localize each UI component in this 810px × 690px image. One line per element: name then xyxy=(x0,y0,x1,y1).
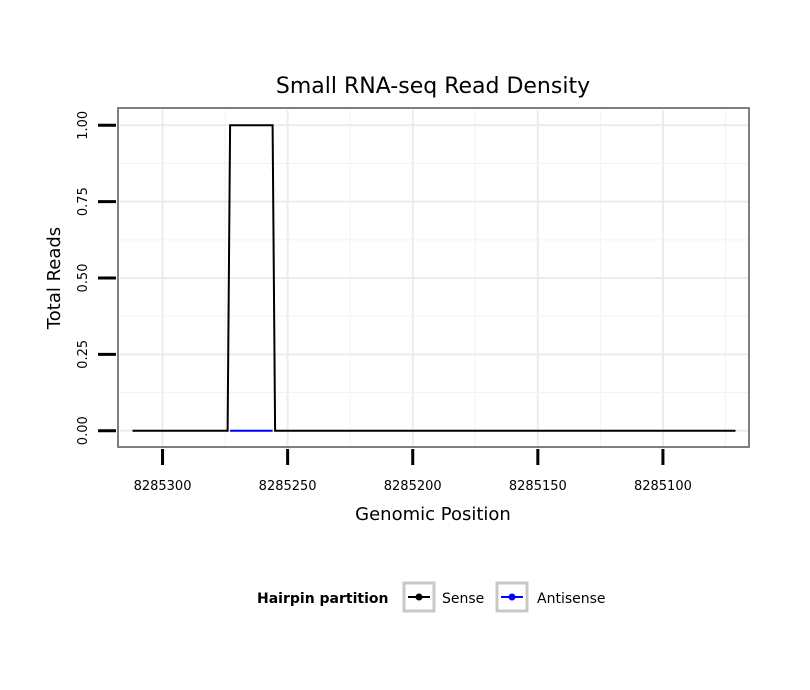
x-tick-label: 8285100 xyxy=(634,479,692,494)
x-tick-label: 8285150 xyxy=(509,479,567,494)
legend-item-sense: Sense xyxy=(402,581,484,613)
series-line-sense xyxy=(132,124,736,432)
x-tick-label: 8285200 xyxy=(384,479,442,494)
x-axis-title: Genomic Position xyxy=(355,504,511,525)
y-tick-label: 0.00 xyxy=(76,416,91,445)
y-tick-label: 1.00 xyxy=(76,111,91,140)
chart-title: Small RNA-seq Read Density xyxy=(276,74,590,99)
legend-label-antisense: Antisense xyxy=(537,591,606,607)
legend: Hairpin partition Sense Antisense xyxy=(257,581,606,613)
x-tick-label: 8285300 xyxy=(134,479,192,494)
y-axis-title: Total Reads xyxy=(44,227,65,330)
data-series xyxy=(132,124,736,432)
y-tick-label: 0.25 xyxy=(76,340,91,369)
legend-item-antisense: Antisense xyxy=(495,581,606,613)
legend-title: Hairpin partition xyxy=(257,591,388,607)
legend-marker-sense xyxy=(415,593,423,601)
y-tick-label: 0.50 xyxy=(76,264,91,293)
y-tick-label: 0.75 xyxy=(76,187,91,216)
axes: 8285300 8285250 8285200 8285150 8285100 0.00 0… xyxy=(76,111,692,494)
gridlines xyxy=(120,110,748,446)
x-tick-label: 8285250 xyxy=(259,479,317,494)
legend-label-sense: Sense xyxy=(442,591,484,607)
legend-marker-antisense xyxy=(508,593,516,601)
